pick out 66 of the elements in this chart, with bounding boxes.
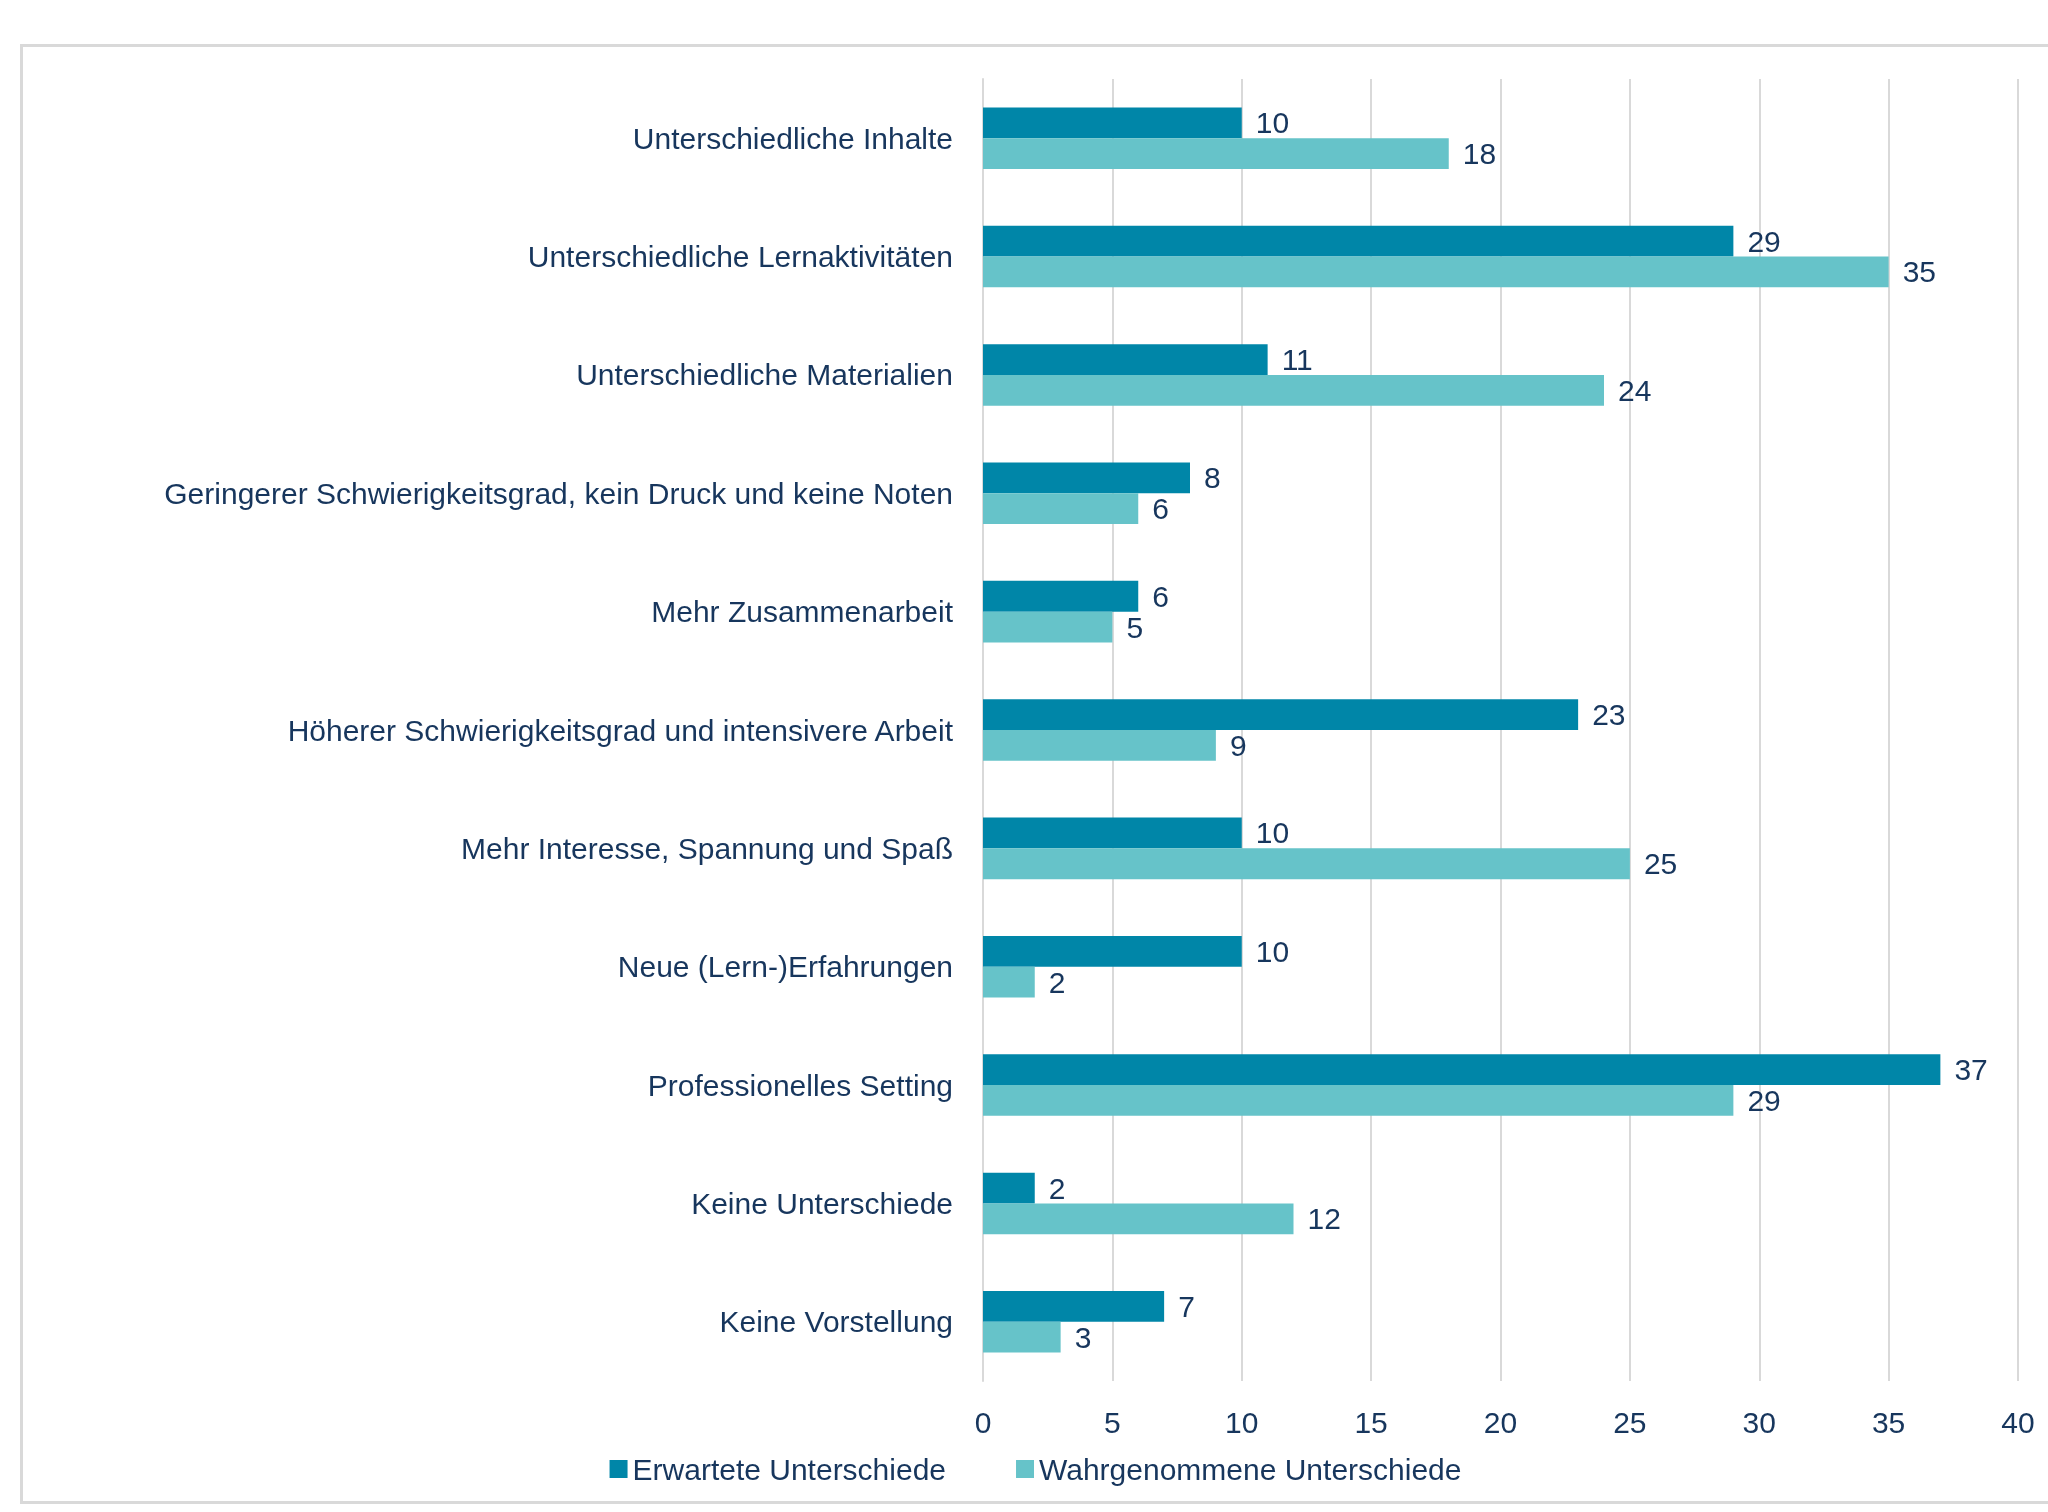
bar xyxy=(983,935,1242,967)
x-tick-label: 30 xyxy=(1742,1405,1776,1439)
data-label: 2 xyxy=(1048,1171,1066,1205)
y-tick-label: Neue (Lern-)Erfahrungen xyxy=(617,950,953,984)
x-tick-label: 35 xyxy=(1871,1405,1906,1439)
bar xyxy=(983,256,1889,288)
x-tick-label: 5 xyxy=(1104,1405,1121,1439)
legend-label: Erwartete Unterschiede xyxy=(632,1452,947,1486)
bar xyxy=(983,462,1190,494)
bar xyxy=(983,730,1216,761)
legend-label: Wahrgenommene Unterschiede xyxy=(1039,1452,1462,1486)
data-label: 29 xyxy=(1747,1083,1781,1117)
bar xyxy=(983,611,1113,643)
x-tick-label: 10 xyxy=(1225,1405,1259,1439)
data-label: 6 xyxy=(1152,492,1169,526)
bar xyxy=(983,1291,1165,1322)
bar xyxy=(983,1172,1035,1204)
x-tick-label: 20 xyxy=(1483,1405,1518,1439)
data-label: 2 xyxy=(1048,965,1066,999)
bar xyxy=(983,1054,1941,1086)
y-tick-label: Keine Vorstellung xyxy=(719,1305,953,1339)
bar xyxy=(983,493,1139,525)
data-label: 7 xyxy=(1178,1289,1195,1323)
y-tick-label: Mehr Interesse, Spannung und Spaß xyxy=(461,831,953,865)
data-label: 29 xyxy=(1747,224,1781,258)
y-tick-label: Geringerer Schwierigkeitsgrad, kein Druck und keine Noten xyxy=(164,476,953,510)
data-label: 9 xyxy=(1229,728,1247,762)
bar xyxy=(983,107,1242,139)
x-tick-label: 0 xyxy=(974,1405,992,1439)
y-tick-label: Unterschiedliche Materialien xyxy=(576,358,953,392)
data-label: 23 xyxy=(1592,698,1626,732)
data-label: 10 xyxy=(1255,106,1290,140)
bar xyxy=(983,817,1242,849)
y-tick-label: Professionelles Setting xyxy=(647,1068,953,1102)
bar xyxy=(983,1321,1061,1353)
data-label: 10 xyxy=(1255,934,1290,968)
bar xyxy=(983,848,1630,880)
bar xyxy=(983,1203,1294,1235)
data-label: 35 xyxy=(1902,255,1936,289)
data-label: 10 xyxy=(1255,816,1290,850)
data-label: 25 xyxy=(1643,847,1678,881)
bar xyxy=(983,374,1604,406)
y-tick-label: Keine Unterschiede xyxy=(691,1186,953,1220)
x-tick-label: 40 xyxy=(2001,1405,2035,1439)
y-tick-label: Höherer Schwierigkeitsgrad und intensivere Arbeit xyxy=(287,713,954,747)
data-label: 3 xyxy=(1074,1320,1092,1354)
bar xyxy=(983,966,1035,998)
data-label: 37 xyxy=(1954,1053,1988,1087)
y-tick-label: Unterschiedliche Lernaktivitäten xyxy=(527,240,953,274)
data-label: 8 xyxy=(1204,461,1221,495)
data-label: 11 xyxy=(1281,343,1313,377)
y-tick-label: Unterschiedliche Inhalte xyxy=(632,121,953,155)
data-label: 24 xyxy=(1618,373,1652,407)
x-tick-label: 25 xyxy=(1613,1405,1647,1439)
data-label: 6 xyxy=(1152,579,1169,613)
x-tick-label: 15 xyxy=(1354,1405,1388,1439)
y-tick-label: Mehr Zusammenarbeit xyxy=(651,595,954,629)
bar xyxy=(983,580,1139,612)
bar xyxy=(983,344,1268,375)
data-label: 18 xyxy=(1462,137,1497,171)
bar xyxy=(983,225,1734,257)
data-label: 5 xyxy=(1126,610,1144,644)
bar xyxy=(983,699,1579,730)
bar xyxy=(983,1085,1734,1116)
bar xyxy=(983,138,1449,169)
data-label: 12 xyxy=(1307,1202,1341,1236)
